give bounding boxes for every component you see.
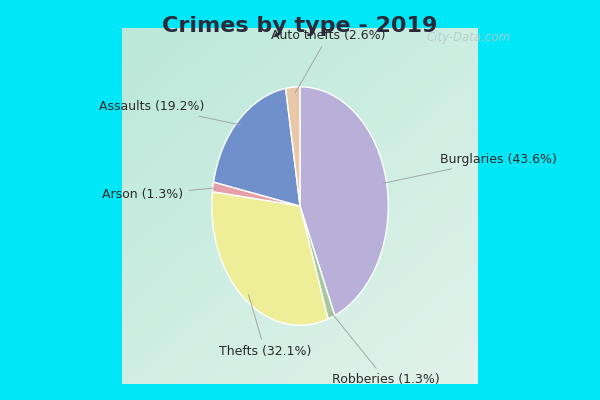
Wedge shape xyxy=(300,206,335,319)
Wedge shape xyxy=(212,182,300,206)
Text: Auto thefts (2.6%): Auto thefts (2.6%) xyxy=(271,29,386,93)
Text: Robberies (1.3%): Robberies (1.3%) xyxy=(331,312,439,386)
Text: Crimes by type - 2019: Crimes by type - 2019 xyxy=(163,16,437,36)
Wedge shape xyxy=(300,87,388,316)
Wedge shape xyxy=(286,87,300,206)
Wedge shape xyxy=(214,88,300,206)
Text: Thefts (32.1%): Thefts (32.1%) xyxy=(219,294,311,358)
Text: City-Data.com: City-Data.com xyxy=(427,31,511,44)
Wedge shape xyxy=(212,192,328,325)
Text: Assaults (19.2%): Assaults (19.2%) xyxy=(99,100,241,125)
Text: Burglaries (43.6%): Burglaries (43.6%) xyxy=(383,152,556,183)
Text: Arson (1.3%): Arson (1.3%) xyxy=(102,188,216,201)
